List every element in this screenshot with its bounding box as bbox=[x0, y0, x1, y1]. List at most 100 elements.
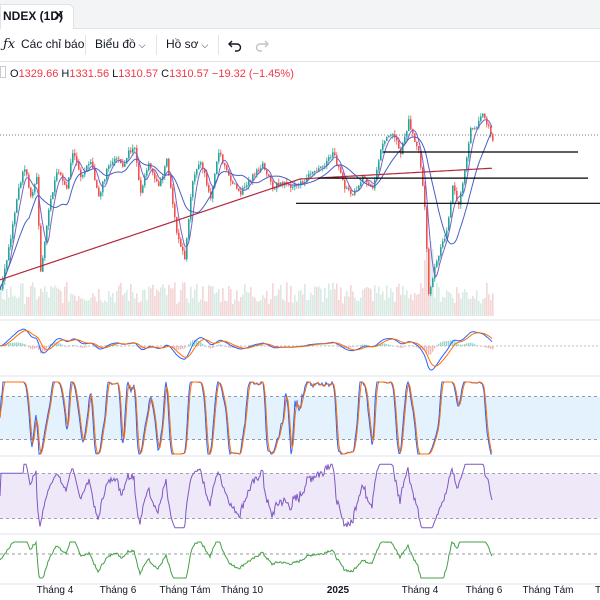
volume-bar bbox=[28, 297, 30, 316]
profile-button[interactable]: Hồ sơ ⌵ bbox=[166, 37, 208, 51]
indicators-icon[interactable]: ƒx bbox=[3, 37, 16, 52]
candle-body bbox=[234, 183, 236, 185]
rsi-line bbox=[0, 463, 493, 529]
redo-icon[interactable] bbox=[255, 38, 269, 52]
macd-pane[interactable] bbox=[0, 328, 600, 371]
candle-body bbox=[72, 153, 74, 163]
volume-bar bbox=[258, 301, 260, 316]
macd-histogram-bar bbox=[140, 346, 142, 349]
candle-body bbox=[412, 129, 414, 134]
profile-label: Hồ sơ bbox=[166, 37, 199, 51]
candle-body bbox=[328, 157, 330, 161]
macd-histogram-bar bbox=[384, 343, 386, 346]
volume-bar bbox=[152, 284, 154, 316]
volume-bar bbox=[490, 300, 492, 316]
candle-body bbox=[114, 158, 116, 162]
volume-bar bbox=[310, 292, 312, 316]
volume-bar bbox=[442, 297, 444, 316]
close-value: 1310.57 bbox=[169, 68, 209, 80]
macd-histogram-bar bbox=[360, 344, 362, 346]
macd-histogram-bar bbox=[158, 346, 160, 347]
volume-bar bbox=[338, 299, 340, 316]
volume-bar bbox=[370, 288, 372, 316]
volume-bar bbox=[130, 283, 132, 316]
oscillator-pane[interactable] bbox=[0, 540, 600, 579]
volume-bar bbox=[198, 301, 200, 316]
macd-histogram-bar bbox=[222, 345, 224, 346]
macd-histogram-bar bbox=[434, 346, 436, 349]
volume-bar bbox=[238, 301, 240, 316]
volume-bar bbox=[262, 295, 264, 316]
volume-bar bbox=[450, 293, 452, 316]
candle-body bbox=[478, 120, 480, 128]
candle-body bbox=[140, 180, 142, 193]
volume-bar bbox=[138, 302, 140, 316]
candle-body bbox=[336, 155, 338, 166]
volume-bar bbox=[292, 302, 294, 316]
candle-body bbox=[232, 181, 234, 184]
candle-body bbox=[414, 133, 416, 143]
volume-bar bbox=[218, 289, 220, 316]
macd-histogram-bar bbox=[364, 344, 366, 346]
candle-body bbox=[212, 186, 214, 199]
volume-bar bbox=[412, 300, 414, 316]
volume-bar bbox=[212, 286, 214, 316]
volume-bar bbox=[388, 297, 390, 316]
close-icon[interactable]: ✕ bbox=[53, 7, 65, 23]
macd-histogram-bar bbox=[476, 345, 478, 346]
candle-body bbox=[258, 169, 260, 172]
volume-bar bbox=[0, 284, 2, 316]
volume-bar bbox=[116, 290, 118, 316]
candle-body bbox=[50, 198, 52, 210]
candle-body bbox=[300, 181, 302, 185]
macd-histogram-bar bbox=[204, 345, 206, 346]
stochastic-pane[interactable] bbox=[0, 380, 600, 456]
macd-histogram-bar bbox=[344, 346, 346, 349]
volume-bar bbox=[408, 298, 410, 316]
low-label: L bbox=[112, 68, 119, 80]
volume-bar bbox=[274, 296, 276, 316]
macd-histogram-bar bbox=[188, 344, 190, 346]
chart-tab[interactable]: NDEX (1D) ✕ bbox=[0, 4, 74, 29]
macd-histogram-bar bbox=[400, 346, 402, 349]
candle-body bbox=[24, 169, 26, 172]
macd-histogram-bar bbox=[10, 343, 12, 346]
macd-histogram-bar bbox=[196, 340, 198, 346]
candle-body bbox=[292, 186, 294, 188]
price-pane[interactable] bbox=[0, 112, 600, 316]
rsi-pane[interactable] bbox=[0, 463, 600, 529]
candle-body bbox=[48, 209, 50, 226]
candle-body bbox=[316, 170, 318, 172]
volume-bar bbox=[410, 294, 412, 316]
chart-canvas[interactable]: Tháng 4 Tháng 6 Tháng Tám Tháng 10 2025 Tháng… bbox=[0, 84, 600, 600]
candle-body bbox=[214, 173, 216, 187]
volume-bar bbox=[344, 296, 346, 316]
candle-body bbox=[356, 190, 358, 192]
macd-histogram-bar bbox=[472, 343, 474, 346]
macd-histogram-bar bbox=[62, 345, 64, 346]
candle-body bbox=[326, 160, 328, 167]
volume-bar bbox=[186, 298, 188, 316]
candle-body bbox=[492, 134, 494, 141]
volume-bar bbox=[336, 283, 338, 316]
volume-bar bbox=[56, 287, 58, 316]
candle-body bbox=[152, 168, 154, 173]
candle-body bbox=[330, 157, 332, 158]
volume-bar bbox=[476, 290, 478, 316]
candle-body bbox=[410, 119, 412, 130]
undo-icon[interactable] bbox=[228, 38, 242, 52]
legend-marker bbox=[0, 66, 6, 78]
candle-body bbox=[104, 179, 106, 182]
candle-body bbox=[280, 182, 282, 185]
candle-body bbox=[12, 224, 14, 239]
macd-histogram-bar bbox=[54, 342, 56, 346]
indicators-button[interactable]: Các chỉ báo bbox=[21, 37, 85, 51]
volume-bar bbox=[462, 292, 464, 316]
candle-body bbox=[112, 161, 114, 165]
chart-type-button[interactable]: Biểu đồ ⌵ bbox=[95, 37, 146, 51]
volume-bar bbox=[142, 289, 144, 316]
candle-body bbox=[130, 150, 132, 153]
macd-histogram-bar bbox=[340, 346, 342, 348]
candle-body bbox=[26, 169, 28, 175]
volume-bar bbox=[224, 300, 226, 316]
